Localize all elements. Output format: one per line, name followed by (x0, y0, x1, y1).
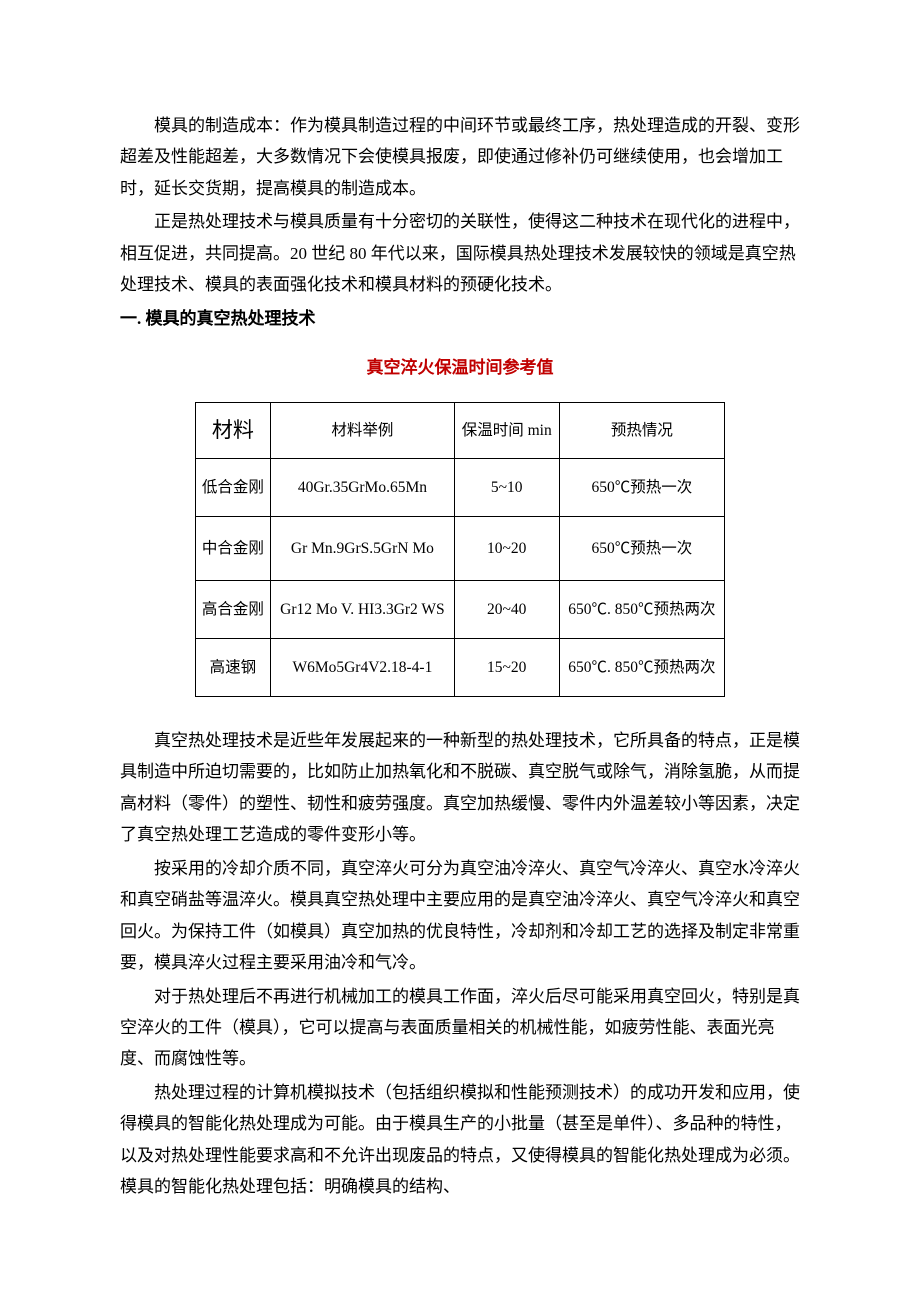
cell-time: 5~10 (454, 459, 559, 517)
header-preheat: 预热情况 (559, 402, 725, 459)
cell-example: Gr12 Mo V. HI3.3Gr2 WS (271, 581, 455, 639)
section-heading-vacuum: 一. 模具的真空热处理技术 (120, 303, 800, 334)
header-example: 材料举例 (271, 402, 455, 459)
paragraph-simulation: 热处理过程的计算机模拟技术（包括组织模拟和性能预测技术）的成功开发和应用，使得模… (120, 1077, 800, 1203)
cell-example: Gr Mn.9GrS.5GrN Mo (271, 517, 455, 581)
header-time: 保温时间 min (454, 402, 559, 459)
table-title: 真空淬火保温时间参考值 (120, 352, 800, 383)
cell-material: 中合金刚 (195, 517, 270, 581)
cell-time: 10~20 (454, 517, 559, 581)
table-row: 高合金刚 Gr12 Mo V. HI3.3Gr2 WS 20~40 650℃. … (195, 581, 724, 639)
cell-preheat: 650℃. 850℃预热两次 (559, 581, 725, 639)
cell-preheat: 650℃预热一次 (559, 517, 725, 581)
reference-table: 材料 材料举例 保温时间 min 预热情况 低合金刚 40Gr.35GrMo.6… (195, 402, 725, 698)
cell-material: 低合金刚 (195, 459, 270, 517)
paragraph-vacuum-tech: 真空热处理技术是近些年发展起来的一种新型的热处理技术，它所具备的特点，正是模具制… (120, 725, 800, 851)
header-material: 材料 (195, 402, 270, 459)
table-row: 低合金刚 40Gr.35GrMo.65Mn 5~10 650℃预热一次 (195, 459, 724, 517)
cell-example: 40Gr.35GrMo.65Mn (271, 459, 455, 517)
table-row: 中合金刚 Gr Mn.9GrS.5GrN Mo 10~20 650℃预热一次 (195, 517, 724, 581)
paragraph-cooling: 按采用的冷却介质不同，真空淬火可分为真空油冷淬火、真空气冷淬火、真空水冷淬火和真… (120, 853, 800, 979)
cell-preheat: 650℃. 850℃预热两次 (559, 639, 725, 697)
table-header-row: 材料 材料举例 保温时间 min 预热情况 (195, 402, 724, 459)
cell-time: 20~40 (454, 581, 559, 639)
cell-time: 15~20 (454, 639, 559, 697)
table-row: 高速钢 W6Mo5Gr4V2.18-4-1 15~20 650℃. 850℃预热… (195, 639, 724, 697)
cell-example: W6Mo5Gr4V2.18-4-1 (271, 639, 455, 697)
paragraph-tempering: 对于热处理后不再进行机械加工的模具工作面，淬火后尽可能采用真空回火，特别是真空淬… (120, 981, 800, 1075)
cell-material: 高速钢 (195, 639, 270, 697)
cell-material: 高合金刚 (195, 581, 270, 639)
paragraph-cost: 模具的制造成本：作为模具制造过程的中间环节或最终工序，热处理造成的开裂、变形超差… (120, 110, 800, 204)
cell-preheat: 650℃预热一次 (559, 459, 725, 517)
paragraph-heat-treatment: 正是热处理技术与模具质量有十分密切的关联性，使得这二种技术在现代化的进程中，相互… (120, 206, 800, 300)
